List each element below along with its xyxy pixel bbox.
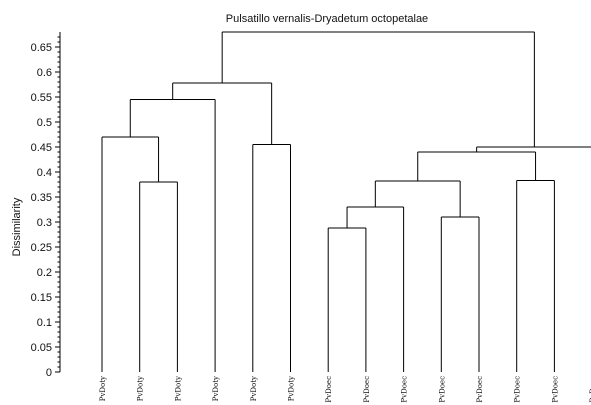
leaf-label: PvDoec [589,376,591,403]
leaf-label: PvDoty [212,376,220,401]
y-tick-label: 0.6 [37,67,52,79]
y-tick-label: 0.25 [31,242,52,254]
leaf-label: PvDoty [137,376,145,401]
leaf-label: PvDoec [363,376,371,403]
y-tick-label: 0.5 [37,117,52,129]
y-tick-label: 0.55 [31,92,52,104]
y-tick-label: 0.65 [31,42,52,54]
y-tick-label: 0.3 [37,217,52,229]
leaf-label: PvDoty [174,376,182,401]
leaf-label: PvDoec [401,376,409,403]
leaf-label: PvDoec [438,376,446,403]
leaf-label: PvDoty [99,376,107,401]
y-tick-label: 0.15 [31,292,52,304]
leaf-label: PvDoty [250,376,258,401]
leaf-label: PvDoec [551,376,559,403]
chart-title: Pulsatillo vernalis-Dryadetum octopetala… [226,13,428,25]
leaf-label: PvDoec [476,376,484,403]
y-axis-label: Dissimilarity [11,197,23,256]
y-tick-label: 0.45 [31,142,52,154]
y-tick-label: 0.2 [37,267,52,279]
y-tick-label: 0 [46,367,52,379]
leaf-label: PvDoty [288,376,296,401]
y-tick-label: 0.4 [37,167,52,179]
y-tick-label: 0.35 [31,192,52,204]
y-tick-label: 0.05 [31,342,52,354]
leaf-labels: PvDoty PvDoty PvDoty PvDoty PvDoty PvDoty PvDo… [99,376,591,403]
leaf-label: PvDoec [514,376,522,403]
y-axis-ticks: 0 0.05 0.1 0.15 0.2 0.25 0.3 0.35 0.4 0.45 0.5 0.55… [31,36,60,379]
leaf-label: PvDoec [325,376,333,403]
dendrogram-links [101,31,591,372]
y-tick-label: 0.1 [37,317,52,329]
